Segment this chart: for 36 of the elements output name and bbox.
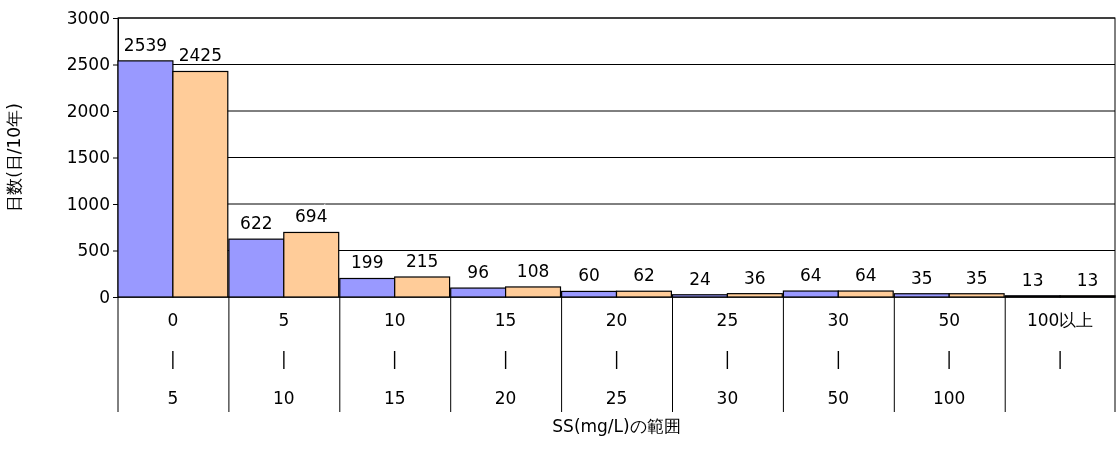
data-label: 35: [910, 267, 933, 288]
y-tick-label: 1500: [66, 147, 110, 168]
data-label: 64: [800, 265, 822, 286]
x-tick-label: 15 | 20: [494, 310, 517, 408]
x-tick-label: 5 | 10: [272, 310, 295, 408]
data-label: 24: [689, 268, 711, 289]
data-label: 199: [351, 252, 384, 273]
data-label: 2425: [178, 45, 222, 66]
x-tick-label: 10 | 15: [383, 310, 406, 408]
y-tick-label: 500: [77, 240, 110, 261]
data-label: 60: [578, 265, 600, 286]
x-tick-label: 100以上 |: [1026, 310, 1094, 369]
x-tick-label: 30 | 50: [827, 310, 850, 408]
data-label: 96: [467, 262, 489, 283]
y-tick-label: 2500: [66, 54, 110, 75]
data-label: 108: [516, 260, 550, 281]
y-tick-label: 2000: [66, 100, 110, 121]
data-label: 13: [1076, 269, 1099, 290]
y-axis-title: 日数(日/10年): [4, 103, 24, 212]
x-tick-label: 20 | 25: [605, 310, 628, 408]
data-label: 694: [295, 206, 328, 227]
x-tick-label: 0 | 5: [167, 310, 179, 408]
y-tick-label: 0: [99, 286, 110, 307]
data-label: 13: [1021, 269, 1044, 290]
x-axis-title: SS(mg/L)の範囲: [552, 416, 681, 436]
data-label: 622: [240, 213, 273, 234]
data-label: 35: [965, 267, 988, 288]
data-label: 215: [405, 251, 439, 272]
data-label: 62: [633, 265, 655, 286]
data-label: 64: [854, 265, 877, 286]
data-label: 36: [744, 267, 766, 288]
y-tick-label: 3000: [66, 7, 110, 28]
data-label: 2539: [123, 34, 168, 55]
y-tick-label: 1000: [66, 193, 110, 214]
x-tick-label: 50 | 100: [932, 310, 966, 408]
x-tick-label: 25 | 30: [716, 310, 739, 408]
